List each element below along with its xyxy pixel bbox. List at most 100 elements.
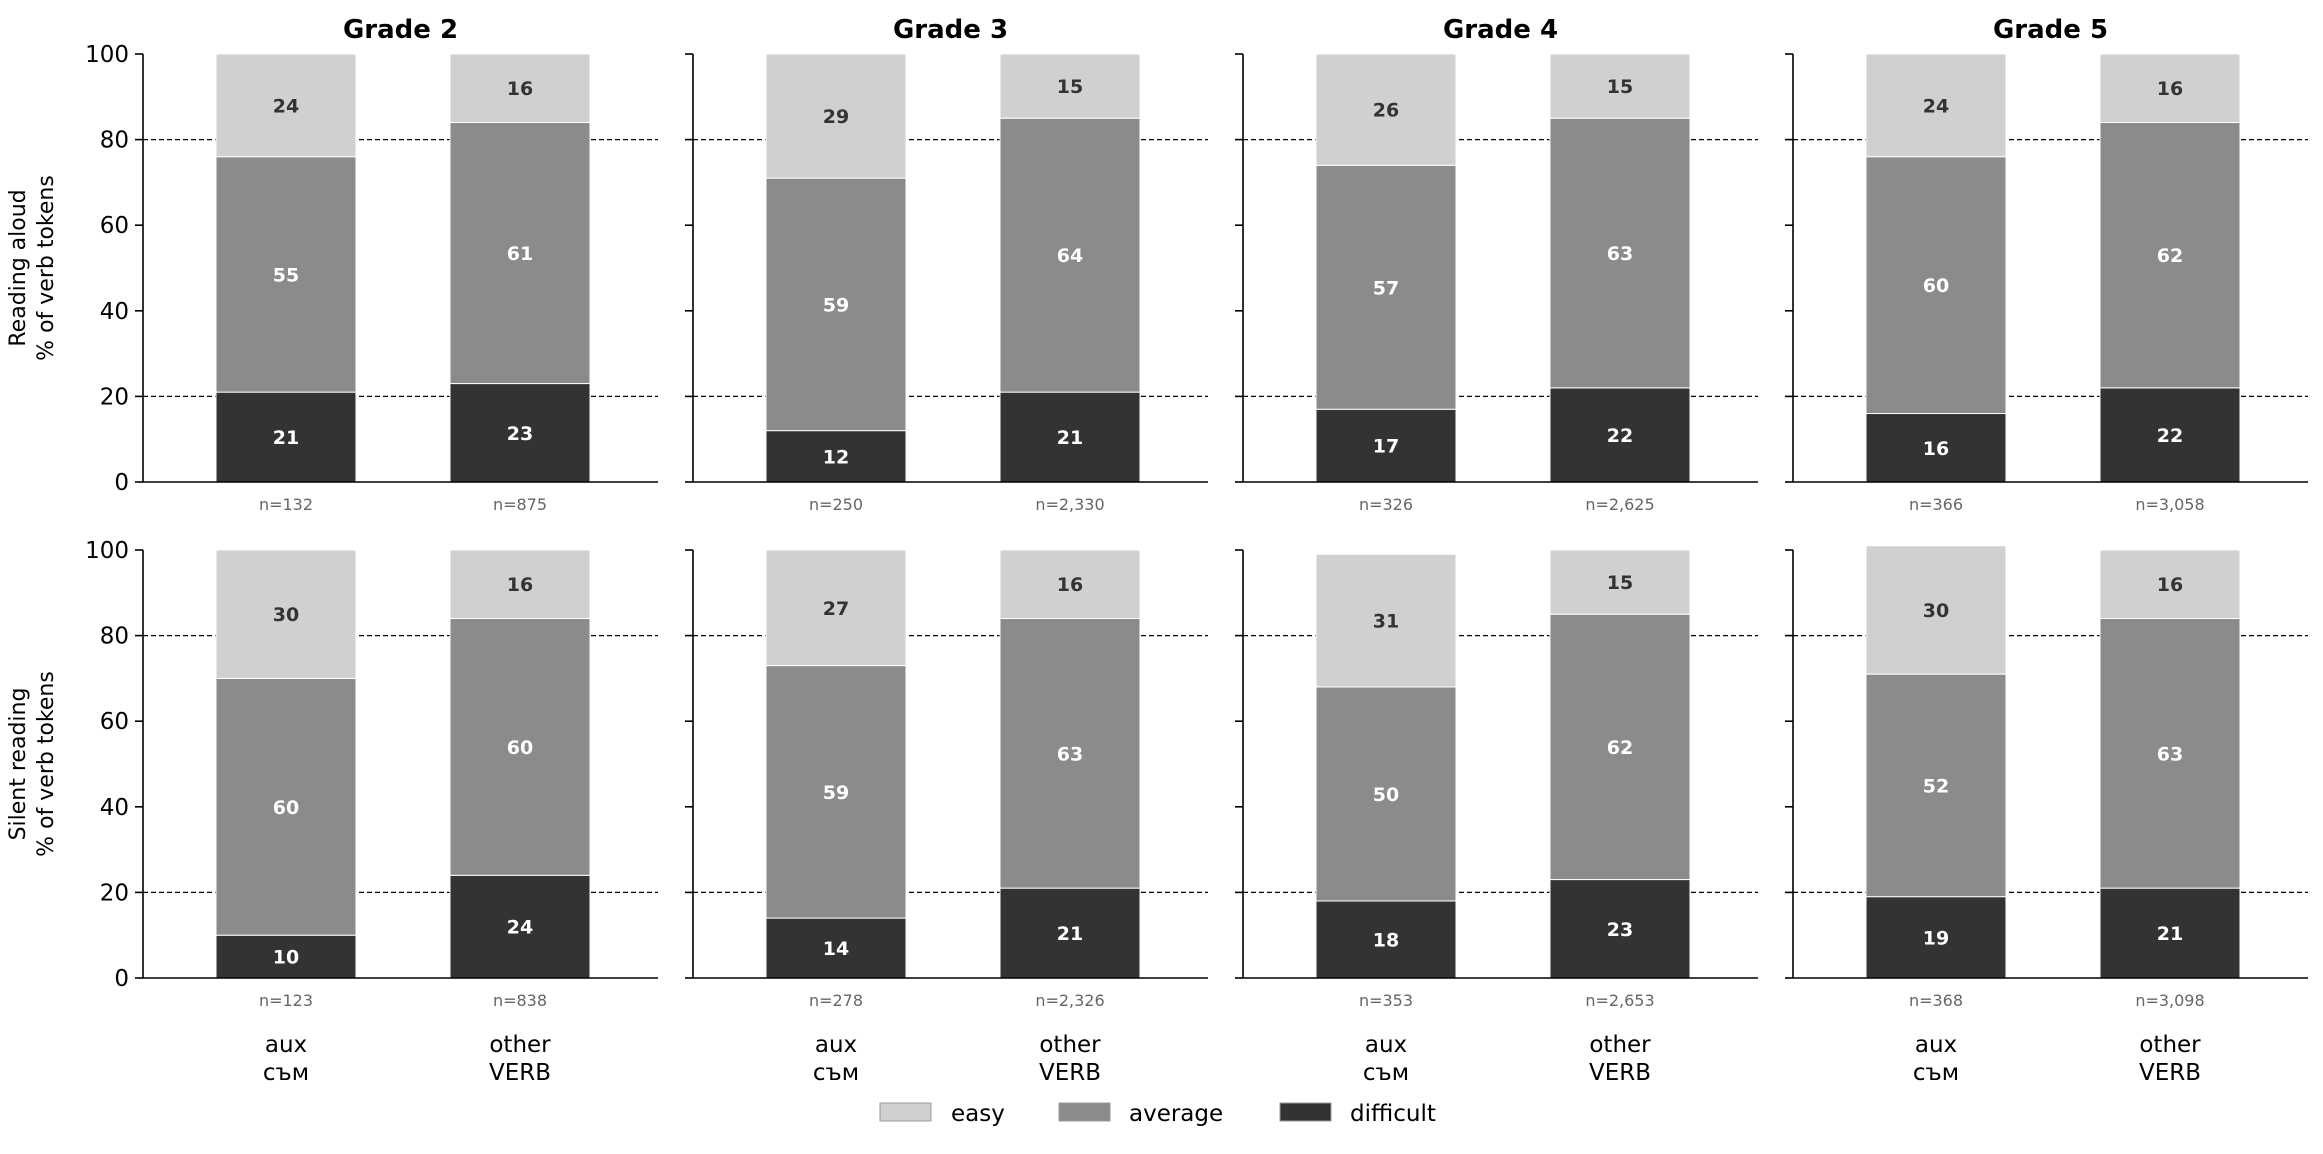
bar-segment-average bbox=[999, 117, 1141, 393]
data-label-average: 63 bbox=[1057, 743, 1083, 765]
data-label-easy: 15 bbox=[1607, 76, 1633, 98]
legend-label-average: average bbox=[1129, 1101, 1223, 1127]
data-label-average: 61 bbox=[507, 243, 533, 265]
data-label-easy: 16 bbox=[2157, 78, 2183, 100]
bar-segment-difficult bbox=[999, 887, 1141, 979]
data-label-difficult: 21 bbox=[273, 427, 299, 449]
data-label-difficult: 18 bbox=[1373, 929, 1399, 951]
x-tick-label-line-2: съм bbox=[813, 1060, 859, 1086]
bar-segment-easy bbox=[215, 53, 357, 158]
bar-segment-average bbox=[1549, 117, 1691, 389]
sample-size-label: n=368 bbox=[1909, 991, 1963, 1010]
data-label-average: 60 bbox=[273, 797, 299, 819]
bar-segment-difficult bbox=[215, 391, 357, 483]
data-label-difficult: 19 bbox=[1923, 927, 1949, 949]
data-label-easy: 27 bbox=[823, 598, 849, 620]
data-label-difficult: 17 bbox=[1373, 436, 1399, 458]
y-tick-label: 60 bbox=[100, 709, 129, 735]
panel-title-1: Grade 2 bbox=[343, 15, 458, 45]
data-label-difficult: 14 bbox=[823, 938, 849, 960]
x-tick-label-line-1: other bbox=[489, 1032, 551, 1058]
y-tick-label: 20 bbox=[100, 384, 129, 410]
data-label-difficult: 21 bbox=[1057, 923, 1083, 945]
data-label-average: 63 bbox=[2157, 743, 2183, 765]
x-tick-label-line-2: VERB bbox=[489, 1060, 551, 1086]
data-label-easy: 31 bbox=[1373, 611, 1399, 633]
bar-segment-difficult bbox=[2099, 387, 2241, 483]
bar-segment-easy bbox=[1549, 53, 1691, 119]
sample-size-label: n=3,058 bbox=[2135, 495, 2204, 514]
bar-segment-difficult bbox=[1549, 387, 1691, 483]
x-tick-label-line-1: aux bbox=[1915, 1032, 1957, 1058]
sample-size-label: n=326 bbox=[1359, 495, 1413, 514]
bar-segment-difficult bbox=[1865, 413, 2007, 483]
panel-title-4: Grade 5 bbox=[1993, 15, 2108, 45]
bar-segment-average bbox=[765, 177, 907, 432]
bar-segment-difficult bbox=[999, 391, 1141, 483]
bar-segment-easy bbox=[1315, 553, 1457, 688]
data-label-average: 50 bbox=[1373, 784, 1399, 806]
sample-size-label: n=875 bbox=[493, 495, 547, 514]
bar-segment-easy bbox=[1549, 549, 1691, 615]
x-tick-label-line-1: other bbox=[2139, 1032, 2201, 1058]
data-label-easy: 16 bbox=[1057, 574, 1083, 596]
bar-segment-easy bbox=[1315, 53, 1457, 166]
legend-swatch-difficult bbox=[1279, 1102, 1332, 1122]
bar-segment-difficult bbox=[449, 874, 591, 979]
bar-segment-easy bbox=[999, 53, 1141, 119]
y-tick-label: 0 bbox=[114, 470, 129, 496]
data-label-difficult: 23 bbox=[1607, 919, 1633, 941]
data-label-easy: 16 bbox=[507, 78, 533, 100]
data-label-average: 59 bbox=[823, 294, 849, 316]
sample-size-label: n=278 bbox=[809, 991, 863, 1010]
y-tick-label: 80 bbox=[100, 624, 129, 650]
x-tick-label-line-2: съм bbox=[263, 1060, 309, 1086]
x-tick-label-line-2: съм bbox=[1913, 1060, 1959, 1086]
data-label-easy: 30 bbox=[273, 604, 299, 626]
data-label-average: 63 bbox=[1607, 243, 1633, 265]
bar-segment-average bbox=[2099, 121, 2241, 389]
data-label-difficult: 21 bbox=[2157, 923, 2183, 945]
bar-segment-difficult bbox=[2099, 887, 2241, 979]
y-tick-label: 20 bbox=[100, 880, 129, 906]
bar-segment-easy bbox=[2099, 53, 2241, 123]
bar-segment-difficult bbox=[765, 430, 907, 483]
panel-title-2: Grade 3 bbox=[893, 15, 1008, 45]
data-label-average: 59 bbox=[823, 782, 849, 804]
x-tick-label-line-1: aux bbox=[815, 1032, 857, 1058]
data-label-difficult: 16 bbox=[1923, 438, 1949, 460]
x-tick-label-line-1: other bbox=[1039, 1032, 1101, 1058]
x-tick-label-line-1: aux bbox=[1365, 1032, 1407, 1058]
data-label-difficult: 22 bbox=[1607, 425, 1633, 447]
bar-segment-average bbox=[215, 677, 357, 936]
row-label-2-line-1: Silent reading bbox=[6, 688, 31, 841]
y-tick-label: 80 bbox=[100, 128, 129, 154]
sample-size-label: n=250 bbox=[809, 495, 863, 514]
sample-size-label: n=353 bbox=[1359, 991, 1413, 1010]
data-label-average: 60 bbox=[1923, 275, 1949, 297]
data-label-easy: 16 bbox=[2157, 574, 2183, 596]
sample-size-label: n=132 bbox=[259, 495, 313, 514]
bar-segment-easy bbox=[449, 53, 591, 123]
y-tick-label: 100 bbox=[85, 538, 129, 564]
sample-size-label: n=123 bbox=[259, 991, 313, 1010]
y-tick-label: 0 bbox=[114, 966, 129, 992]
bar-segment-average bbox=[215, 156, 357, 393]
row-label-2-line-2: % of verb tokens bbox=[34, 671, 59, 857]
data-label-average: 62 bbox=[1607, 737, 1633, 759]
bar-segment-average bbox=[1865, 156, 2007, 415]
data-label-average: 64 bbox=[1057, 245, 1083, 267]
data-label-easy: 15 bbox=[1057, 76, 1083, 98]
data-label-difficult: 22 bbox=[2157, 425, 2183, 447]
sample-size-label: n=2,625 bbox=[1585, 495, 1654, 514]
bar-segment-average bbox=[999, 617, 1141, 889]
data-label-difficult: 21 bbox=[1057, 427, 1083, 449]
x-tick-label-line-2: VERB bbox=[1039, 1060, 1101, 1086]
data-label-average: 52 bbox=[1923, 775, 1949, 797]
row-label-1-line-1: Reading aloud bbox=[6, 189, 31, 346]
data-label-easy: 16 bbox=[507, 574, 533, 596]
bar-segment-average bbox=[1865, 673, 2007, 898]
panel-title-3: Grade 4 bbox=[1443, 15, 1558, 45]
data-label-easy: 26 bbox=[1373, 100, 1399, 122]
